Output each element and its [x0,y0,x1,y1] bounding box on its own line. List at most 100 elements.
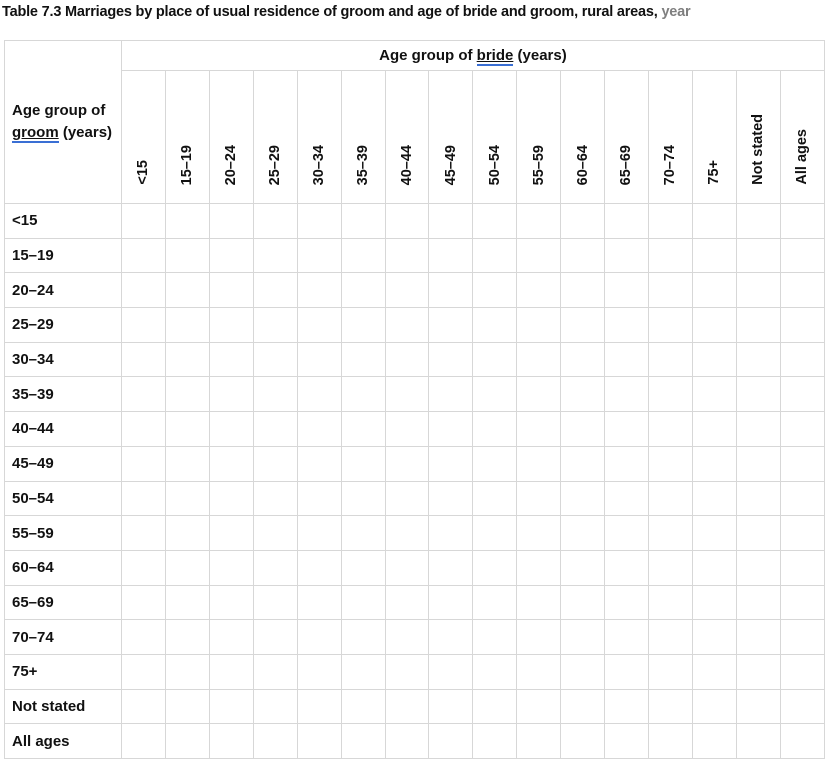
empty-data-cell [648,653,694,690]
empty-data-cell [648,272,694,309]
empty-data-cell [252,480,298,517]
empty-data-cell [560,688,606,725]
empty-data-cell [736,307,781,343]
bride-axis-label-pre: Age group of [379,47,477,64]
table-row: 15–19 [4,237,825,274]
empty-data-cell [384,445,430,482]
empty-data-cell [208,445,254,482]
empty-data-cell [736,445,781,482]
empty-data-cell [428,307,474,343]
bride-age-col-header: All ages [779,70,825,204]
bride-axis-label-cell: Age group of bride (years) [120,40,825,71]
empty-data-cell [736,237,781,274]
groom-age-row-header: 35–39 [4,376,122,413]
empty-data-cell [692,688,738,725]
empty-data-cell [692,272,738,309]
empty-data-cell [736,272,781,309]
groom-age-row-header: Not stated [4,688,122,725]
empty-data-cell [516,411,562,447]
bride-age-col-label: 75+ [706,160,723,185]
bride-axis-label-underlined: bride [476,47,514,66]
empty-data-cell [384,653,430,690]
empty-data-cell [340,515,386,551]
table-row: 30–34 [4,341,825,378]
groom-age-row-header: 30–34 [4,341,122,378]
empty-data-cell [648,688,694,725]
bride-age-col-header: 20–24 [208,70,254,204]
empty-data-cell [692,549,738,586]
groom-age-row-header: 40–44 [4,411,122,447]
empty-data-cell [560,515,606,551]
bride-age-col-label: 35–39 [354,144,371,185]
empty-data-cell [120,411,166,447]
empty-data-cell [472,688,518,725]
bride-age-col-label: <15 [135,160,152,185]
empty-data-cell [779,445,825,482]
empty-data-cell [340,653,386,690]
table-header-row-1: Age group of groom (years) Age group of … [4,40,825,204]
empty-data-cell [428,619,474,655]
empty-data-cell [208,272,254,309]
empty-data-cell [736,411,781,447]
table-row: 20–24 [4,272,825,309]
empty-data-cell [516,653,562,690]
empty-data-cell [252,445,298,482]
empty-data-cell [560,376,606,413]
bride-age-col-header: 40–44 [384,70,430,204]
empty-data-cell [779,203,825,239]
empty-data-cell [428,237,474,274]
empty-data-cell [120,584,166,621]
table-row: 50–54 [4,480,825,517]
empty-data-cell [428,445,474,482]
empty-data-cell [779,237,825,274]
empty-data-cell [340,237,386,274]
empty-data-cell [252,203,298,239]
table-title-year-placeholder: year [661,4,691,20]
table-row: 70–74 [4,619,825,655]
empty-data-cell [252,376,298,413]
table-title: Table 7.3 Marriages by place of usual re… [2,4,825,20]
empty-data-cell [428,203,474,239]
empty-data-cell [560,549,606,586]
empty-data-cell [472,341,518,378]
empty-data-cell [692,653,738,690]
empty-data-cell [252,653,298,690]
empty-data-cell [779,411,825,447]
empty-data-cell [648,237,694,274]
groom-age-row-header: <15 [4,203,122,239]
empty-data-cell [120,653,166,690]
empty-data-cell [692,376,738,413]
empty-data-cell [472,203,518,239]
bride-age-col-header: 70–74 [648,70,694,204]
empty-data-cell [516,688,562,725]
empty-data-cell [208,515,254,551]
empty-data-cell [164,411,210,447]
empty-data-cell [779,549,825,586]
empty-data-cell [428,480,474,517]
empty-data-cell [384,411,430,447]
empty-data-cell [208,237,254,274]
empty-data-cell [736,723,781,759]
empty-data-cell [736,515,781,551]
empty-data-cell [340,688,386,725]
empty-data-cell [779,376,825,413]
empty-data-cell [252,619,298,655]
empty-data-cell [604,272,650,309]
empty-data-cell [472,549,518,586]
empty-data-cell [120,549,166,586]
empty-data-cell [472,376,518,413]
table-header-row-2: <15 15–19 20–24 25–29 30–34 35–39 40–44 45–49 50… [5,70,825,204]
empty-data-cell [692,584,738,621]
empty-data-cell [384,549,430,586]
groom-age-row-header: 65–69 [4,584,122,621]
table-title-text: Table 7.3 Marriages by place of usual re… [2,4,658,20]
empty-data-cell [208,341,254,378]
empty-data-cell [560,445,606,482]
empty-data-cell [208,619,254,655]
empty-data-cell [120,307,166,343]
bride-age-col-header: <15 [120,70,166,204]
empty-data-cell [516,376,562,413]
empty-data-cell [560,584,606,621]
empty-data-cell [516,341,562,378]
empty-data-cell [252,411,298,447]
